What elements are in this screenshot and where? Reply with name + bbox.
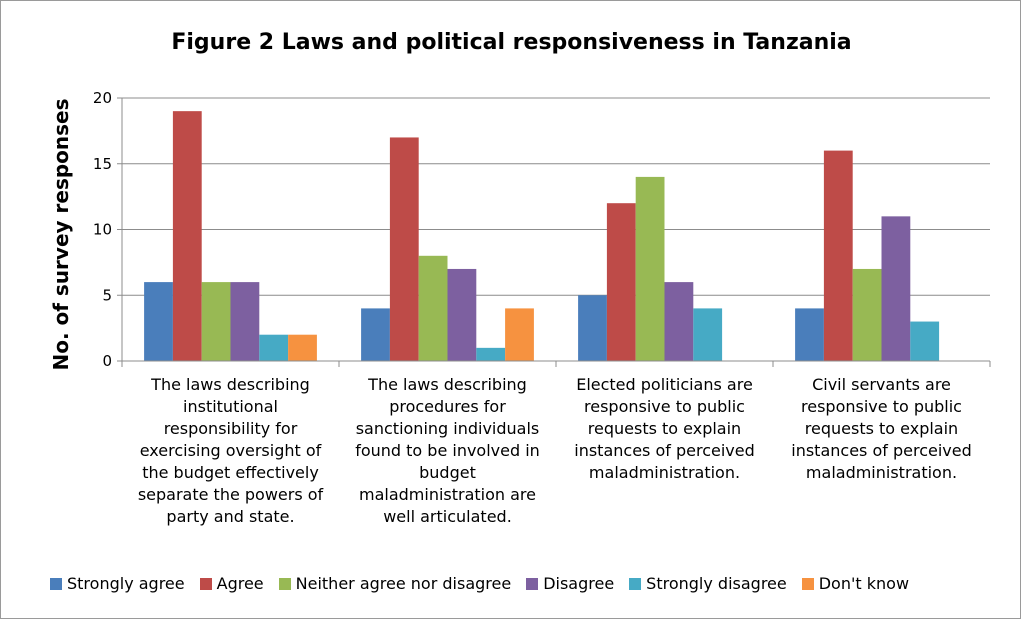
legend-swatch <box>278 577 291 590</box>
bar <box>259 334 289 361</box>
x-category-label-line: budget <box>419 463 476 482</box>
bar <box>910 321 940 361</box>
legend-label: Agree <box>216 574 264 593</box>
gridlines <box>122 97 990 296</box>
legend-label: Neither agree nor disagree <box>295 574 512 593</box>
x-category-label-line: instances of perceived <box>791 441 972 460</box>
legend-item: Strongly agree <box>50 574 185 593</box>
x-category-label-line: The laws describing <box>151 375 310 394</box>
bar <box>635 176 665 361</box>
bar <box>823 150 853 361</box>
x-category-label-line: responsive to public <box>801 397 962 416</box>
x-category-label-line: well articulated. <box>383 507 512 526</box>
bar <box>172 111 202 362</box>
bar <box>230 282 260 361</box>
x-category-label-line: maladministration. <box>805 463 958 482</box>
legend-swatch <box>526 577 539 590</box>
bar <box>447 268 477 361</box>
x-category-label-line: procedures for <box>389 397 506 416</box>
y-tick-label: 10 <box>93 221 112 239</box>
bar <box>881 216 911 361</box>
y-tick-labels: 0 5 10 15 20 <box>93 89 112 370</box>
x-category-label-line: maladministration. <box>588 463 741 482</box>
legend-label: Don't know <box>818 574 910 593</box>
legend-label: Strongly agree <box>67 574 185 593</box>
bar <box>361 308 390 361</box>
x-category-label-line: instances of perceived <box>574 441 755 460</box>
bar <box>606 203 636 361</box>
bar <box>201 282 231 361</box>
bar <box>505 308 534 361</box>
bar <box>288 334 317 361</box>
legend-item: Don't know <box>801 574 910 593</box>
legend-item: Neither agree nor disagree <box>278 574 512 593</box>
x-category-label: The laws describing institutional responsi… <box>126 374 336 528</box>
legend-item: Disagree <box>526 574 614 593</box>
x-category-label-line: maladministration are <box>358 485 536 504</box>
x-category-label-line: the budget effectively <box>142 463 319 482</box>
legend-swatch <box>629 577 642 590</box>
x-category-label-line: The laws describing <box>368 375 527 394</box>
x-category-label-line: Civil servants are <box>812 375 951 394</box>
x-category-label-line: separate the powers of <box>137 485 324 504</box>
bar <box>418 255 448 361</box>
bar <box>144 282 173 361</box>
x-category-label-line: Elected politicians are <box>576 375 753 394</box>
legend-item: Strongly disagree <box>629 574 787 593</box>
x-category-label: The laws describing procedures for sanctio… <box>343 374 553 528</box>
x-category-label-line: institutional <box>183 397 278 416</box>
legend-swatch <box>199 577 212 590</box>
y-tick-label: 5 <box>102 286 112 304</box>
x-category-label-line: sanctioning individuals <box>355 419 540 438</box>
axes <box>117 97 991 367</box>
bars-group <box>144 111 940 362</box>
y-axis-label: No. of survey responses <box>49 98 73 370</box>
bar <box>852 268 882 361</box>
y-tick-label: 20 <box>93 89 112 107</box>
x-category-label-line: found to be involved in <box>355 441 540 460</box>
bar <box>693 308 723 361</box>
legend: Strongly agree Agree Neither agree nor dis… <box>50 574 1000 593</box>
x-category-label-line: requests to explain <box>587 419 742 438</box>
x-category-label-line: requests to explain <box>804 419 959 438</box>
x-category-label: Elected politicians are responsive to pub… <box>560 374 770 484</box>
legend-swatch <box>801 577 814 590</box>
x-category-label-line: responsive to public <box>584 397 745 416</box>
x-category-label-line: exercising oversight of <box>139 441 322 460</box>
legend-label: Disagree <box>543 574 615 593</box>
legend-item: Agree <box>199 574 264 593</box>
legend-label: Strongly disagree <box>646 574 787 593</box>
y-tick-label: 0 <box>102 352 112 370</box>
bar <box>578 295 607 361</box>
x-category-label: Civil servants are responsive to public re… <box>777 374 987 484</box>
legend-swatch <box>50 577 62 590</box>
bar <box>795 308 824 361</box>
x-category-label-line: party and state. <box>166 507 295 526</box>
chart-title: Figure 2 Laws and political responsivene… <box>171 30 852 55</box>
bar <box>389 137 419 361</box>
bar <box>664 282 694 361</box>
x-category-label-line: responsibility for <box>163 419 298 438</box>
y-tick-label: 15 <box>93 155 112 173</box>
bar <box>476 347 506 361</box>
